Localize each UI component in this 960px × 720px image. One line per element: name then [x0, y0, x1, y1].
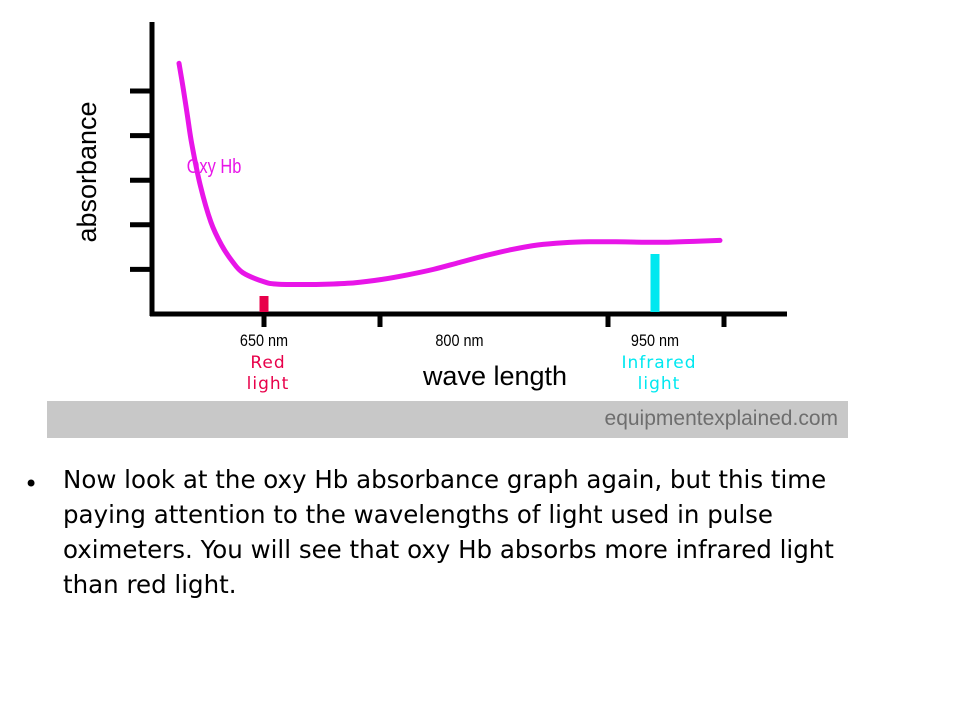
source-credit: equipmentexplained.com	[604, 407, 838, 430]
absorbance-chart: 650 nm 800 nm 950 nm absorbance wave length R…	[72, 22, 787, 394]
red-light-marker	[259, 296, 269, 312]
bullet-icon: •	[24, 470, 39, 498]
x-tick-label: 800 nm	[435, 332, 483, 350]
x-tick-label: 650 nm	[240, 332, 288, 350]
x-tick-label: 950 nm	[631, 332, 679, 350]
infrared-light-label: Infrared	[621, 353, 696, 373]
x-axis-label: wave length	[422, 361, 567, 391]
source-banner: equipmentexplained.com	[47, 401, 848, 438]
chart-marks	[176, 60, 723, 312]
red-light-label-2: light	[247, 374, 290, 394]
infrared-light-marker	[650, 254, 660, 312]
infrared-light-label-2: light	[638, 374, 681, 394]
bullet-text: Now look at the oxy Hb absorbance graph …	[63, 465, 834, 599]
chart-labels: 650 nm 800 nm 950 nm absorbance wave length R…	[72, 101, 696, 394]
chart-axes	[130, 22, 787, 327]
series-label-oxy-hb: Oxy Hb	[187, 154, 242, 177]
y-axis-label: absorbance	[72, 101, 102, 242]
red-light-label: Red	[250, 353, 285, 373]
oxy-hb-curve	[176, 60, 723, 288]
